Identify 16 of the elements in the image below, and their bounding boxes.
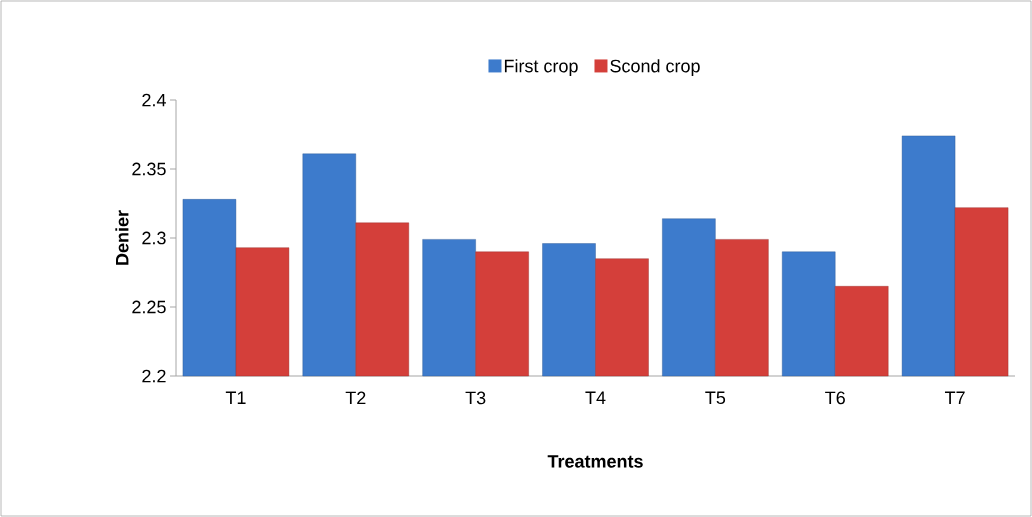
legend-label: First crop [504,59,578,76]
x-tick-label: T1 [225,391,246,404]
y-tick-label: 2.3 [142,231,166,245]
y-axis-title: Denier [115,210,129,265]
y-tick-label: 2.25 [132,300,166,314]
y-tick-label: 2.4 [142,93,166,107]
x-tick-label: T4 [585,391,606,404]
x-axis-title: Treatments [547,455,643,468]
x-tick-label: T3 [465,391,486,405]
x-tick-label: T6 [825,391,845,405]
x-tick-label: T7 [944,391,965,404]
x-tick-label: T2 [345,391,366,405]
legend-label: Scond crop [610,59,700,76]
y-tick-label: 2.2 [142,369,166,383]
y-tick-label: 2.35 [132,162,166,176]
x-tick-label: T5 [705,391,726,405]
